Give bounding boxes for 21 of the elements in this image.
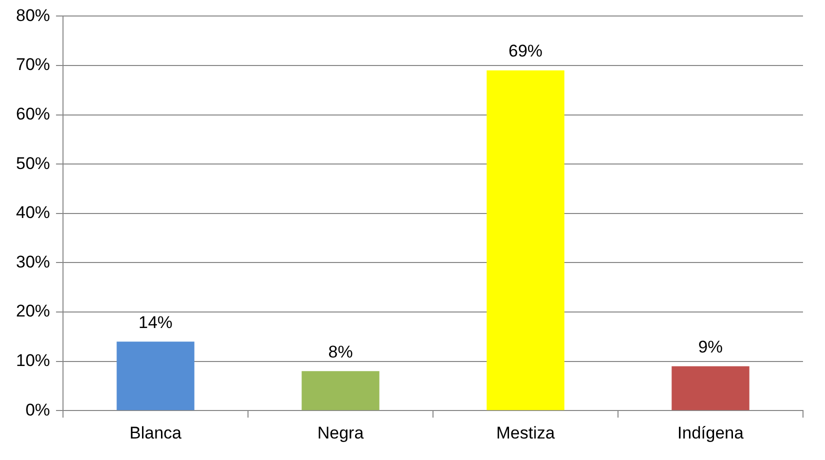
bar	[672, 366, 750, 410]
y-tick-label: 30%	[16, 252, 50, 272]
y-tick-label: 0%	[25, 400, 50, 420]
y-tick-label: 50%	[16, 154, 50, 173]
y-tick-label: 60%	[16, 104, 50, 124]
data-label: 14%	[138, 312, 173, 332]
data-label: 8%	[328, 342, 353, 362]
bar	[302, 371, 380, 410]
x-tick-label: Indígena	[677, 423, 744, 442]
bar	[486, 70, 564, 410]
bar	[116, 342, 194, 410]
y-tick-label: 80%	[16, 6, 50, 25]
y-tick-label: 70%	[16, 55, 50, 74]
y-tick-label: 10%	[16, 350, 50, 370]
y-tick-label: 20%	[16, 302, 50, 321]
x-tick-label: Blanca	[130, 423, 182, 442]
x-tick-label: Negra	[317, 423, 364, 442]
x-tick-label: Mestiza	[496, 423, 556, 442]
y-tick-label: 40%	[16, 203, 50, 222]
data-label: 69%	[508, 42, 543, 61]
data-label: 9%	[698, 337, 723, 356]
